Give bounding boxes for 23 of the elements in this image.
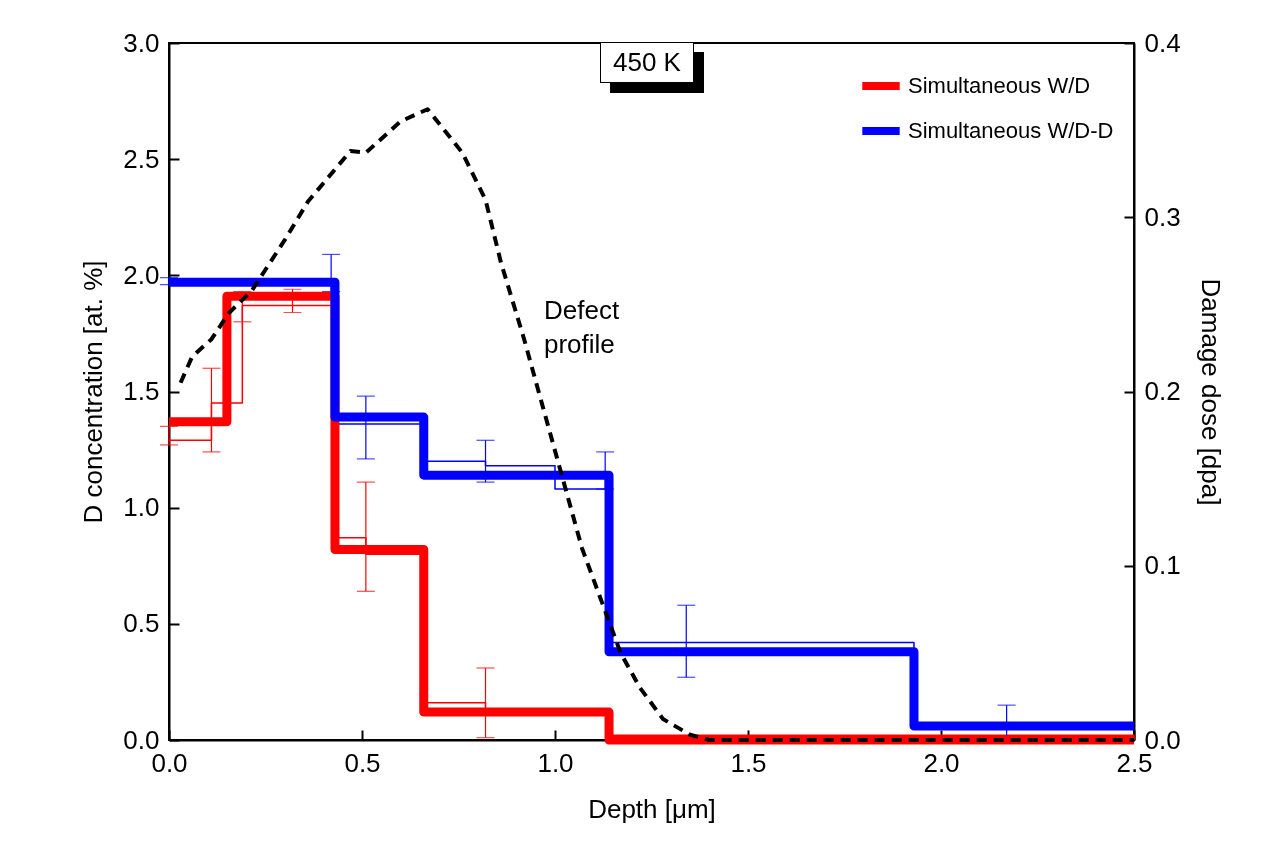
legend-label: Simultaneous W/D xyxy=(908,73,1091,98)
x-tick-label: 1.5 xyxy=(730,747,767,778)
y2-tick-label: 0.4 xyxy=(1144,27,1181,58)
y-tick-label: 1.0 xyxy=(123,492,160,523)
y-tick-label: 2.0 xyxy=(123,259,160,290)
y2-axis-title: Damage dose [dpa] xyxy=(1195,278,1226,506)
x-tick-label: 2.0 xyxy=(923,747,960,778)
y-axis-title: D concentration [at. %] xyxy=(78,260,109,524)
legend-label: Simultaneous W/D-D xyxy=(908,118,1114,143)
y-tick-label: 0.5 xyxy=(123,608,160,639)
y-tick-label: 2.5 xyxy=(123,143,160,174)
y2-tick-label: 0.2 xyxy=(1144,376,1181,406)
y2-tick-label: 0.0 xyxy=(1144,724,1181,755)
y2-tick-label: 0.3 xyxy=(1144,201,1181,232)
series-label: Defect profile xyxy=(544,295,620,359)
x-axis-title: Depth [μm] xyxy=(588,793,716,824)
y-tick-label: 3.0 xyxy=(123,27,160,58)
x-tick-label: 0.5 xyxy=(344,747,381,778)
annotation: 450 K xyxy=(600,42,694,83)
y-tick-label: 1.5 xyxy=(123,376,160,406)
x-tick-label: 1.0 xyxy=(537,747,574,778)
y-tick-label: 0.0 xyxy=(123,724,160,755)
y2-tick-label: 0.1 xyxy=(1144,550,1181,581)
